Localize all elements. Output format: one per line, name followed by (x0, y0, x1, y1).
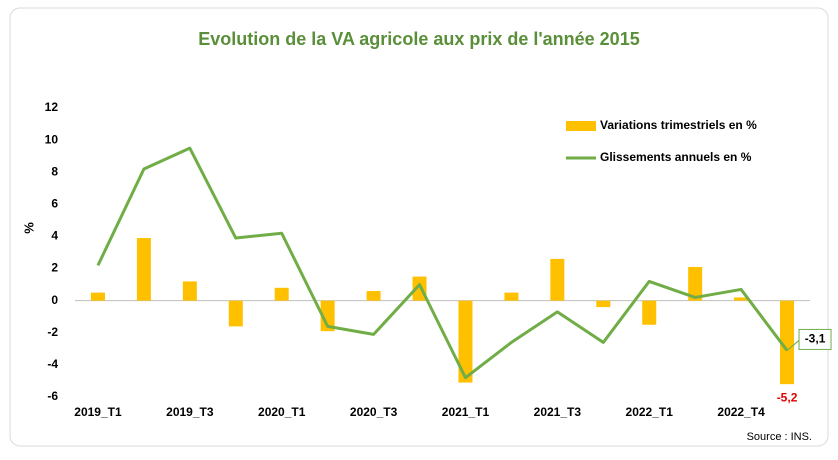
data-label: -3,1 (805, 332, 826, 346)
y-tick-label: 6 (51, 197, 58, 211)
y-tick-label: 12 (45, 100, 59, 114)
y-tick-label: -4 (47, 357, 58, 371)
y-tick-label: -6 (47, 389, 58, 403)
x-tick-label: 2019_T1 (74, 405, 122, 419)
chart-title: Evolution de la VA agricole aux prix de … (198, 29, 639, 49)
x-tick-label: 2019_T3 (166, 405, 214, 419)
x-tick-label: 2020_T1 (258, 405, 306, 419)
legend-label: Glissements annuels en % (600, 150, 752, 164)
bar (504, 292, 519, 301)
chart-frame (9, 7, 829, 447)
bar (780, 300, 795, 385)
label-leader (786, 340, 800, 351)
label-box (798, 328, 832, 350)
x-tick-label: 2021_T3 (534, 405, 582, 419)
y-tick-label: 10 (45, 132, 59, 146)
bar (596, 300, 611, 308)
y-tick-label: -2 (47, 325, 58, 339)
x-tick-label: 2022_T1 (626, 405, 674, 419)
y-tick-label: 0 (51, 293, 58, 307)
y-tick-label: 2 (51, 261, 58, 275)
bar (182, 281, 197, 301)
data-label: -5,2 (777, 390, 798, 404)
bar (642, 300, 657, 325)
bar (550, 258, 565, 301)
y-tick-label: 4 (51, 229, 58, 243)
bar (90, 292, 105, 301)
legend-swatch (566, 121, 596, 131)
y-axis-label: % (21, 222, 36, 234)
x-tick-label: 2021_T1 (442, 405, 490, 419)
legend-label: Variations trimestriels en % (600, 118, 757, 132)
source: Source : INS. (747, 431, 812, 443)
line (96, 146, 789, 380)
bar (688, 266, 703, 301)
bar (366, 291, 381, 301)
bar (734, 297, 749, 301)
x-tick-label: 2020_T3 (350, 405, 398, 419)
bar (458, 300, 473, 383)
y-tick-label: 8 (51, 164, 58, 178)
bar (228, 300, 243, 327)
bar (136, 238, 151, 301)
x-tick-label: 2022_T4 (717, 405, 765, 419)
bar (320, 300, 335, 332)
bar (274, 287, 289, 301)
